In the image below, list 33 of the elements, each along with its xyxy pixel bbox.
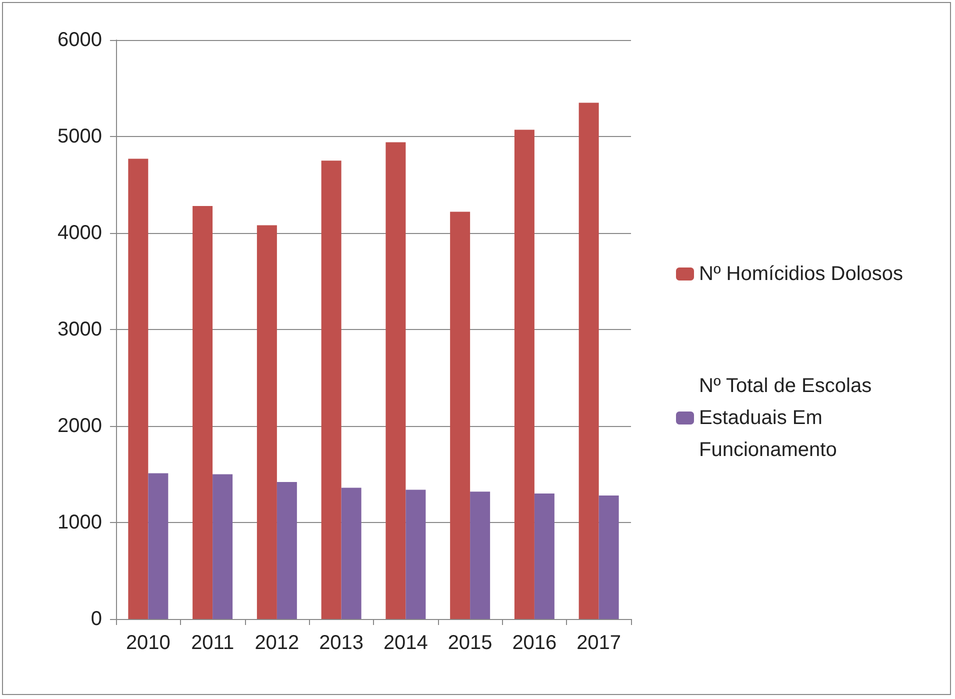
x-tick-label: 2014 [383, 632, 428, 654]
bar [578, 102, 599, 619]
x-tick-label: 2016 [512, 632, 557, 654]
bar [406, 490, 426, 619]
x-tick-label: 2015 [448, 632, 492, 654]
y-tick-label: 2000 [58, 415, 102, 437]
legend-label: Nº Homícidios Dolosos [699, 263, 904, 285]
bar [192, 206, 213, 619]
bar [321, 160, 342, 619]
bar [514, 130, 534, 619]
legend-label: Nº Total de Escolas Estaduais Em Funcionamento [699, 375, 878, 461]
x-tick-label: 2013 [319, 632, 364, 654]
bar [598, 495, 619, 619]
y-tick-label: 1000 [58, 512, 102, 534]
bar [534, 494, 554, 619]
bar [148, 473, 168, 619]
bar [212, 474, 233, 619]
y-tick-label: 3000 [58, 318, 102, 340]
x-tick-label: 2010 [126, 632, 170, 654]
y-tick-label: 4000 [58, 222, 102, 244]
x-tick-label: 2011 [191, 632, 234, 654]
bar [450, 212, 470, 619]
x-tick-label: 2012 [254, 632, 300, 654]
bar [470, 492, 490, 619]
y-tick-label: 6000 [58, 29, 102, 51]
y-tick-label: 5000 [58, 126, 102, 148]
bar [128, 158, 148, 619]
y-tick-label: 0 [90, 608, 102, 630]
x-tick-label: 2017 [576, 632, 622, 654]
bar [386, 142, 406, 619]
bar [341, 488, 362, 619]
bar [276, 482, 297, 619]
bar [256, 225, 277, 619]
